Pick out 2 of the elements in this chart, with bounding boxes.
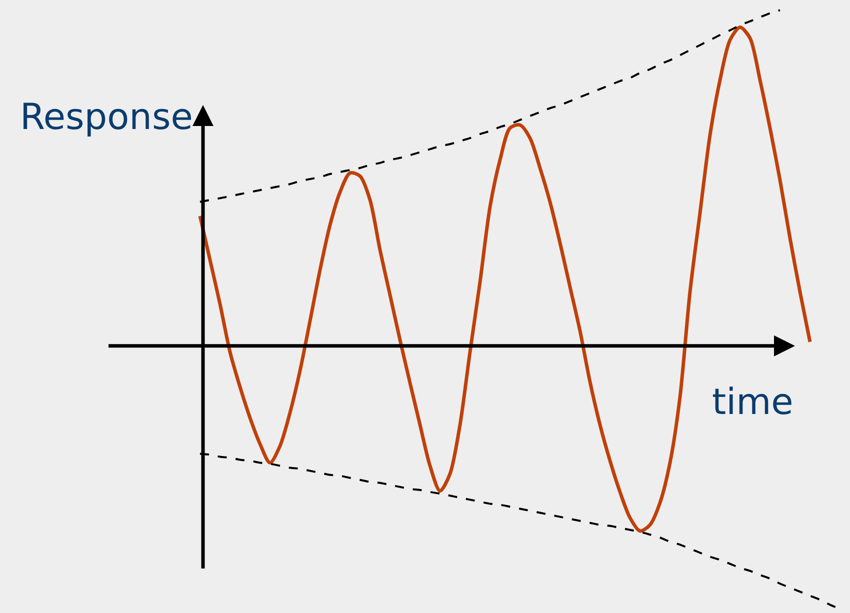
y-axis-title: Response (20, 97, 193, 138)
x-axis-title: time (712, 382, 794, 423)
